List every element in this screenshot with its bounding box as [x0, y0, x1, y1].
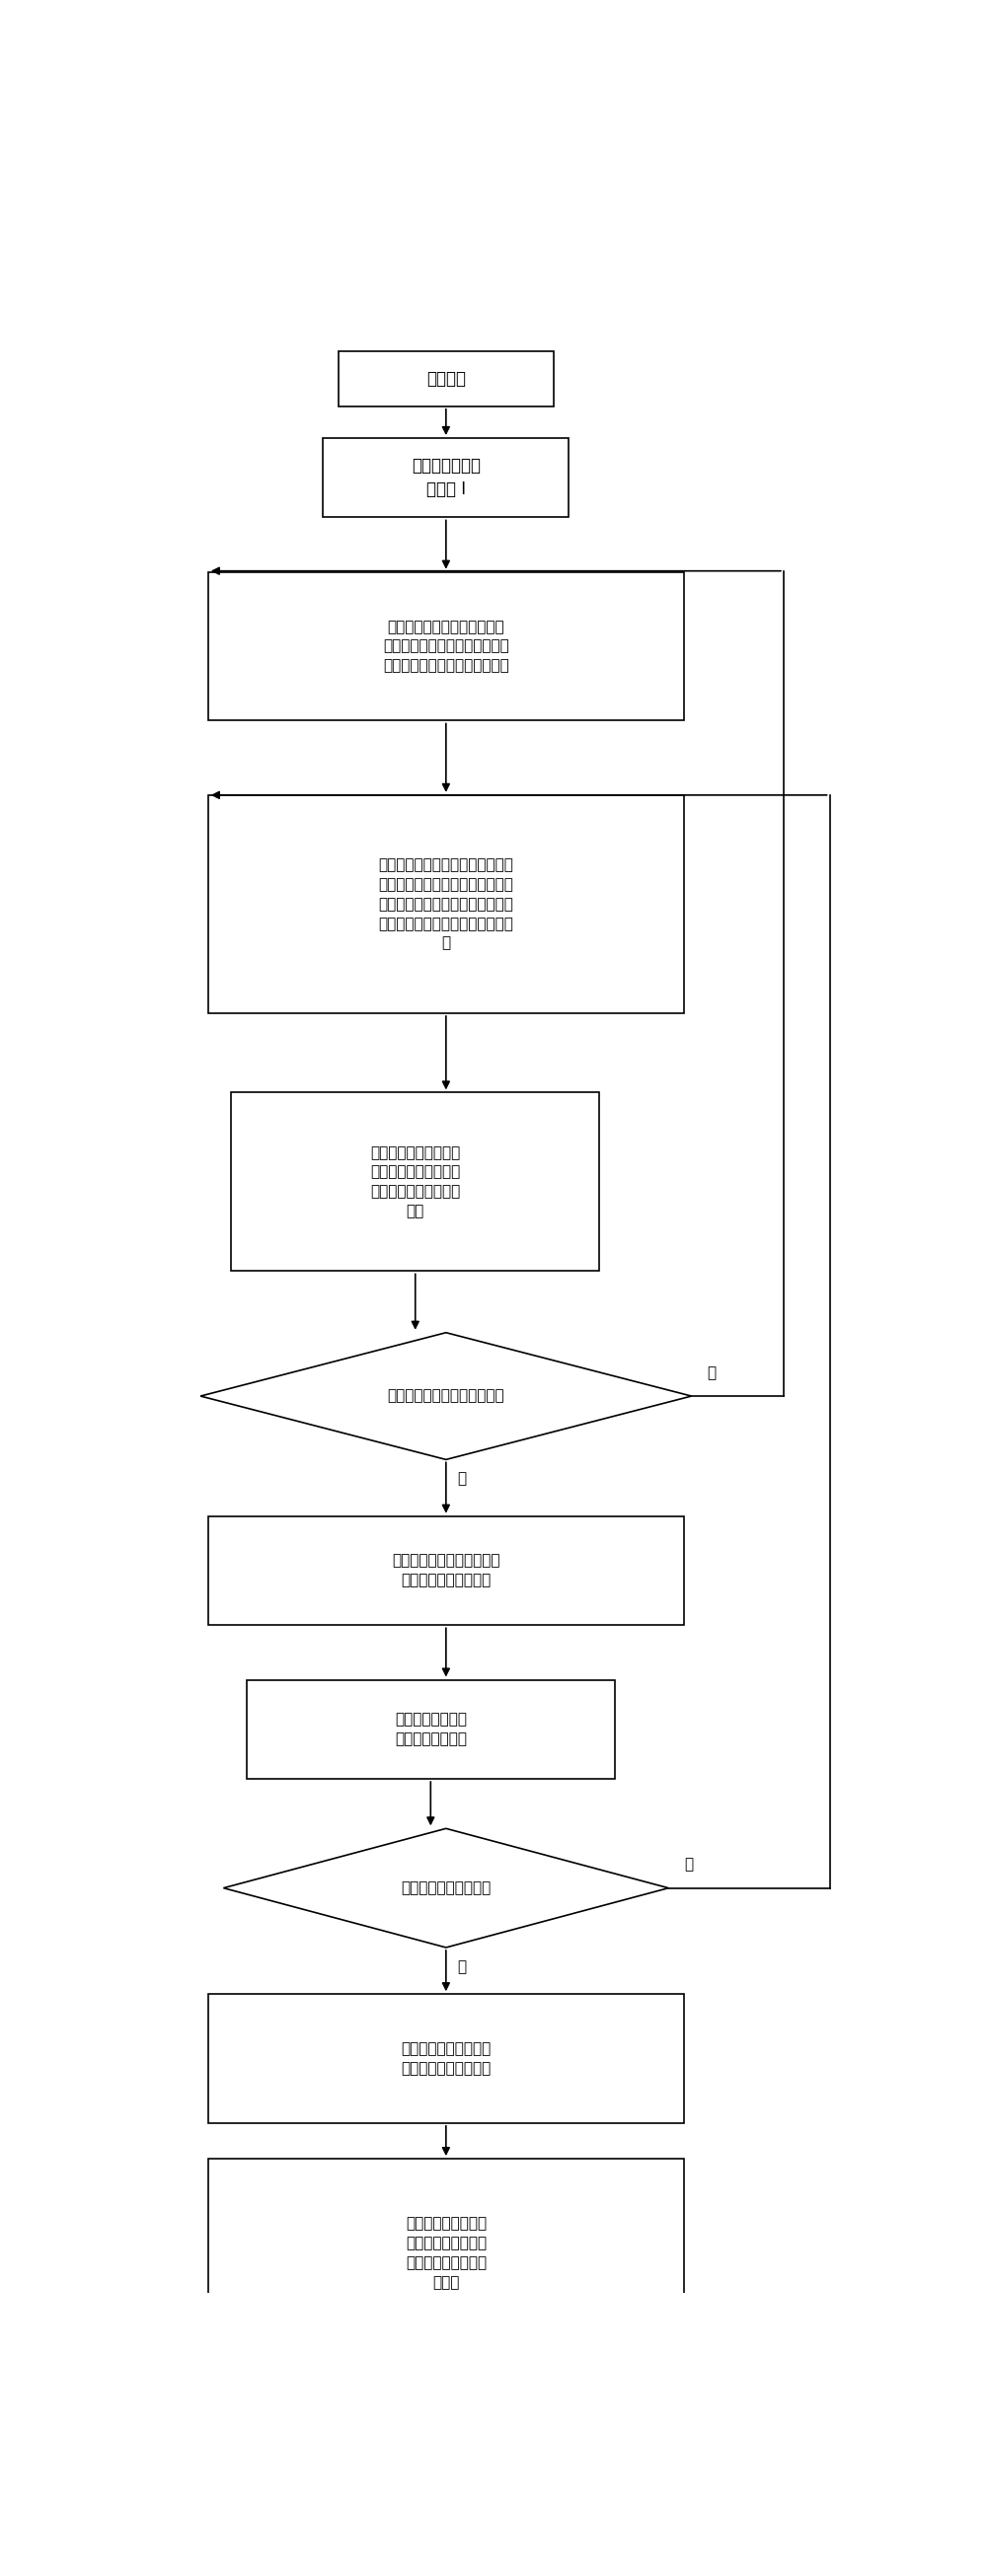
FancyBboxPatch shape [231, 1092, 599, 1270]
Text: 样本图像是否遍历完毕: 样本图像是否遍历完毕 [401, 1880, 491, 1896]
Polygon shape [200, 1332, 690, 1461]
Text: 是: 是 [457, 1960, 466, 1973]
Text: 搭建设备: 搭建设备 [426, 371, 465, 386]
Text: 将最终得到的高分辨
率图像转变空间域，
得到空间域的高分辨
率图像: 将最终得到的高分辨 率图像转变空间域， 得到空间域的高分辨 率图像 [405, 2215, 486, 2290]
FancyBboxPatch shape [208, 2159, 683, 2347]
Text: 对于任意一个孔径扫描到的位
置，初始假设一个瞳孔函数和样
本光谱函数，求得物镜采集图像: 对于任意一个孔径扫描到的位 置，初始假设一个瞳孔函数和样 本光谱函数，求得物镜采… [383, 618, 508, 672]
Text: 对相应位置的高分
辨率图像进行更新: 对相应位置的高分 辨率图像进行更新 [395, 1713, 466, 1747]
Text: 瞳孔函数和样本光谱函数收敛: 瞳孔函数和样本光谱函数收敛 [387, 1388, 504, 1404]
Text: 是: 是 [457, 1471, 466, 1486]
Text: 将上述相机上得到的图
像进行进一步处理，更
新瞳孔函数和样本光谱
函数: 将上述相机上得到的图 像进行进一步处理，更 新瞳孔函数和样本光谱 函数 [370, 1146, 460, 1218]
FancyBboxPatch shape [322, 438, 568, 518]
Text: 否: 否 [683, 1857, 692, 1873]
Text: 获得读孔径位置量终的低分
辨率图像和高光谱图像: 获得读孔径位置量终的低分 辨率图像和高光谱图像 [392, 1553, 499, 1587]
Text: 得到傅里叶域样本的所
有区域的高分辨率图像: 得到傅里叶域样本的所 有区域的高分辨率图像 [401, 2040, 491, 2076]
Text: 假设一个高分辨
率图像 I: 假设一个高分辨 率图像 I [411, 456, 480, 497]
FancyBboxPatch shape [208, 572, 683, 721]
FancyBboxPatch shape [208, 796, 683, 1012]
FancyBboxPatch shape [208, 1517, 683, 1625]
FancyBboxPatch shape [208, 1994, 683, 2123]
FancyBboxPatch shape [338, 350, 553, 407]
Polygon shape [224, 1829, 668, 1947]
FancyBboxPatch shape [246, 1680, 614, 1780]
Text: 样本光谱被物镜采集后经过孔径扫
描后经过行射光栅和编码掩膜，进
行高光谱处理，最后在单色相机上
得到一个低分辨率图像和高光谱图
像: 样本光谱被物镜采集后经过孔径扫 描后经过行射光栅和编码掩膜，进 行高光谱处理，最… [378, 858, 513, 951]
Text: 否: 否 [706, 1365, 715, 1381]
